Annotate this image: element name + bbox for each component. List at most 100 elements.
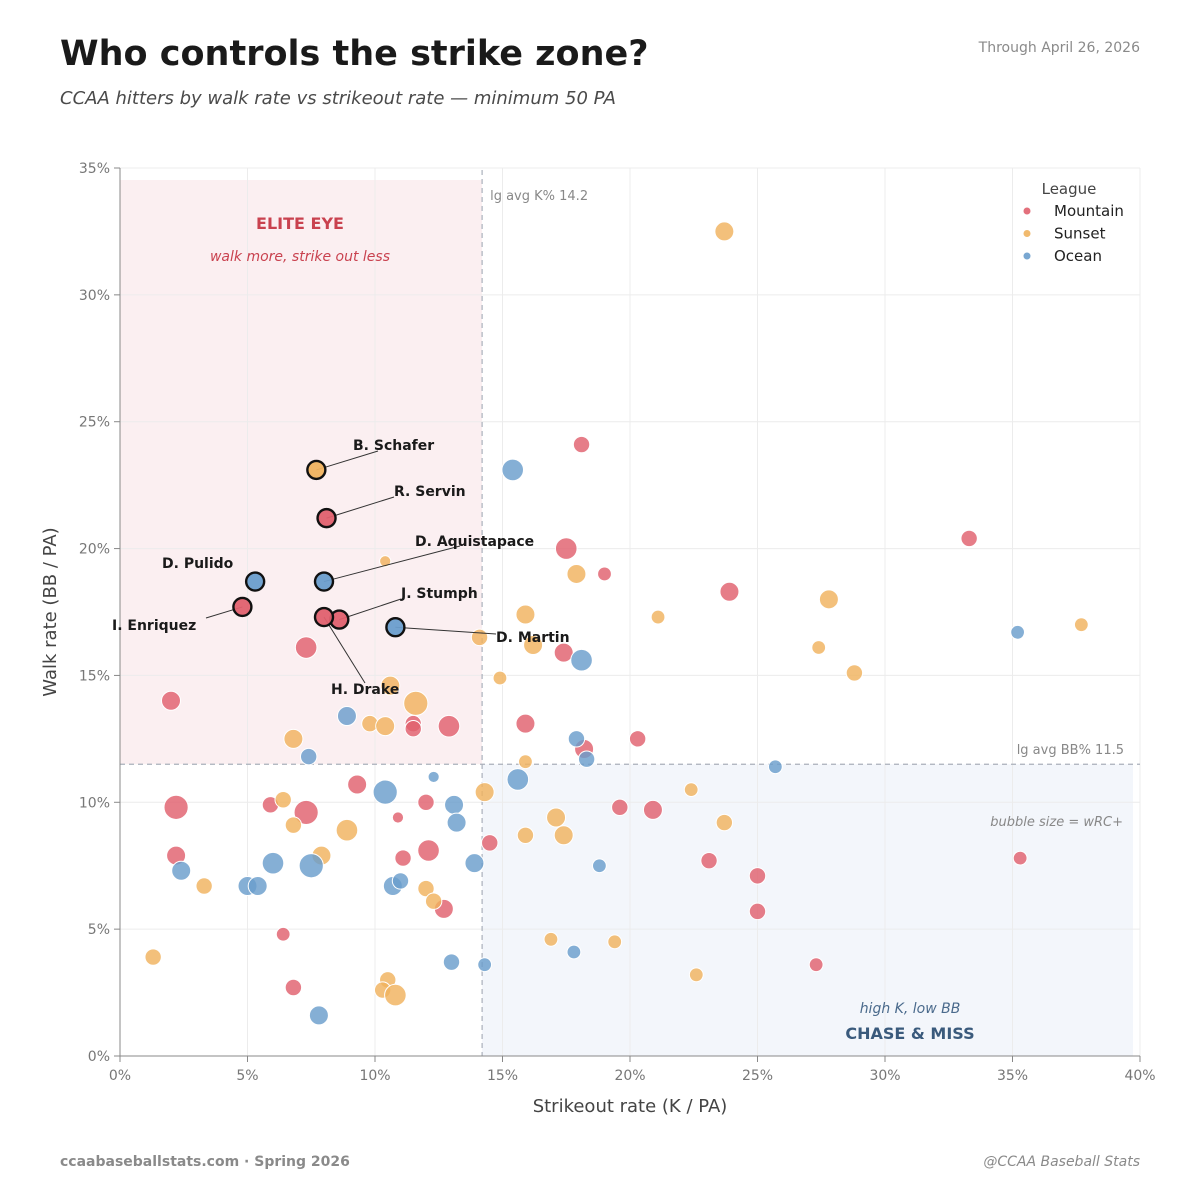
- data-point: [417, 839, 440, 862]
- data-point: [546, 807, 567, 828]
- data-point: [144, 948, 162, 966]
- data-point: [247, 876, 268, 897]
- data-point: [477, 957, 493, 973]
- data-point: [607, 934, 623, 950]
- player-label: R. Servin: [394, 484, 466, 500]
- player-label: D. Aquistapace: [415, 534, 534, 550]
- legend-marker: [1023, 252, 1031, 260]
- player-label: J. Stumph: [400, 586, 478, 602]
- data-point: [284, 816, 303, 834]
- legend-label: Ocean: [1054, 247, 1102, 265]
- data-point: [811, 640, 827, 655]
- data-point: [380, 675, 401, 696]
- data-point: [444, 794, 465, 815]
- legend-marker: [1023, 230, 1031, 237]
- data-point: [650, 609, 666, 625]
- data-point: [464, 853, 485, 874]
- data-point: [470, 628, 489, 647]
- leader-line: [323, 545, 461, 583]
- y-tick-label: 5%: [88, 922, 110, 938]
- highlighted-point: [316, 507, 337, 529]
- data-point: [481, 834, 499, 852]
- data-point: [554, 537, 578, 560]
- leader-line: [323, 616, 366, 684]
- player-label: H. Drake: [331, 682, 399, 698]
- data-point: [592, 858, 607, 874]
- footer-credit: @CCAA Baseball Stats: [983, 1154, 1140, 1170]
- data-point: [700, 851, 718, 870]
- player-label: D. Pulido: [162, 556, 234, 572]
- data-point: [379, 555, 392, 568]
- chase-miss-title: CHASE & MISS: [845, 1024, 974, 1043]
- y-tick-label: 30%: [79, 288, 110, 304]
- y-tick-label: 10%: [79, 795, 110, 811]
- legend-label: Sunset: [1054, 225, 1106, 243]
- data-point: [553, 825, 574, 846]
- data-point: [516, 826, 535, 844]
- chase-miss-subtitle: high K, low BB: [860, 1001, 961, 1017]
- data-point: [748, 867, 767, 885]
- data-point: [748, 902, 767, 921]
- data-point: [391, 811, 405, 824]
- y-tick-label: 15%: [79, 668, 110, 684]
- data-point: [293, 799, 319, 826]
- size-note: bubble size = wRC+: [990, 815, 1123, 830]
- data-point: [284, 978, 303, 997]
- leader-line: [326, 496, 395, 519]
- data-point: [845, 664, 864, 682]
- data-point: [274, 791, 292, 809]
- data-point: [577, 750, 596, 768]
- data-point: [474, 782, 495, 803]
- elite-eye-title: ELITE EYE: [256, 214, 344, 233]
- legend-label: Mountain: [1054, 202, 1124, 220]
- data-point: [347, 774, 368, 795]
- data-point: [715, 813, 734, 832]
- highlighted-point: [306, 459, 327, 481]
- data-point: [384, 983, 407, 1007]
- highlighted-point: [232, 596, 253, 618]
- elite-eye-subtitle: walk more, strike out less: [210, 249, 390, 265]
- data-point: [818, 589, 839, 610]
- x-tick-label: 0%: [109, 1068, 131, 1084]
- data-point: [417, 879, 435, 898]
- data-point: [808, 957, 824, 973]
- data-point: [417, 793, 435, 811]
- data-point: [566, 944, 582, 960]
- y-tick-label: 20%: [79, 542, 110, 558]
- y-axis-label: Walk rate (BB / PA): [40, 527, 61, 696]
- data-point: [300, 747, 318, 766]
- data-point: [171, 860, 192, 881]
- data-point: [719, 581, 740, 602]
- data-point: [683, 782, 699, 797]
- data-point: [195, 877, 213, 895]
- data-point: [283, 728, 304, 749]
- y-tick-label: 0%: [88, 1049, 110, 1065]
- data-point: [437, 714, 461, 738]
- data-point: [372, 779, 398, 805]
- data-point: [572, 435, 591, 454]
- data-point: [518, 754, 533, 770]
- data-point: [336, 706, 357, 727]
- data-point: [523, 634, 544, 655]
- highlighted-point: [313, 606, 335, 628]
- elite-eye-region: [120, 180, 483, 765]
- x-tick-label: 40%: [1124, 1068, 1155, 1084]
- lg-avg-bb-label: lg avg BB% 11.5: [1017, 743, 1124, 758]
- highlighted-point: [385, 617, 406, 638]
- data-point: [960, 529, 978, 548]
- data-point: [308, 1005, 329, 1026]
- x-tick-label: 25%: [742, 1068, 773, 1084]
- date-stamp: Through April 26, 2026: [978, 40, 1140, 56]
- leader-line: [316, 450, 379, 471]
- data-point: [515, 713, 536, 734]
- data-point: [714, 221, 735, 242]
- data-point: [597, 566, 612, 582]
- data-point: [424, 892, 443, 910]
- data-point: [506, 768, 530, 791]
- x-tick-label: 35%: [997, 1068, 1028, 1084]
- data-point: [427, 770, 440, 784]
- data-point: [161, 690, 181, 711]
- footer-site: ccaabaseballstats.com · Spring 2026: [60, 1154, 350, 1170]
- data-point: [767, 759, 783, 775]
